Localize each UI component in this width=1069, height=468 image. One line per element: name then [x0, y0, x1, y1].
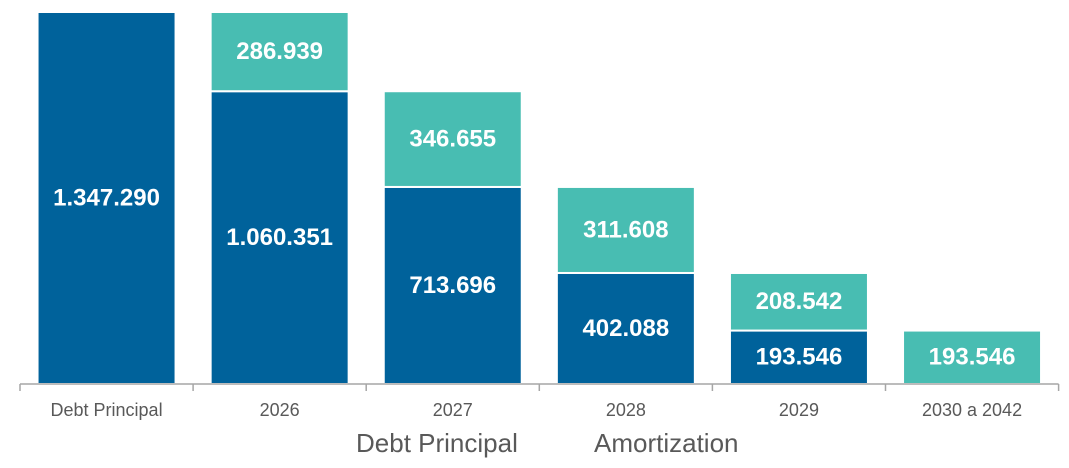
data-label: 208.542 [756, 288, 843, 315]
bar-amortization [555, 185, 696, 274]
data-label: 311.608 [583, 216, 668, 243]
bar-amortization [209, 11, 350, 93]
data-label: 193.546 [929, 344, 1016, 371]
legend-amortization: Amortization [594, 428, 739, 458]
bar-amortization [382, 90, 523, 188]
bar-amortization [728, 271, 869, 332]
bar-debt-principal [728, 329, 869, 386]
data-label: 193.546 [756, 344, 843, 371]
bar-debt-principal [555, 271, 696, 385]
bar-debt-principal [209, 90, 350, 385]
data-label: 346.655 [409, 125, 496, 152]
data-label: 1.347.290 [53, 184, 160, 211]
bar-debt-principal [382, 185, 523, 385]
data-label: 286.939 [236, 38, 323, 65]
x-tick-label: 2030 a 2042 [922, 400, 1022, 420]
x-tick-label: 2028 [606, 400, 646, 420]
legend-debt-principal: Debt Principal [356, 428, 518, 458]
data-label: 402.088 [582, 315, 669, 342]
data-label: 713.696 [409, 272, 496, 299]
x-tick-label: Debt Principal [51, 400, 163, 420]
data-label: 1.060.351 [226, 224, 333, 251]
x-tick-label: 2027 [433, 400, 473, 420]
x-tick-label: 2029 [779, 400, 819, 420]
bar-debt-principal [36, 11, 177, 385]
x-tick-label: 2026 [260, 400, 300, 420]
bar-amortization [902, 329, 1043, 386]
